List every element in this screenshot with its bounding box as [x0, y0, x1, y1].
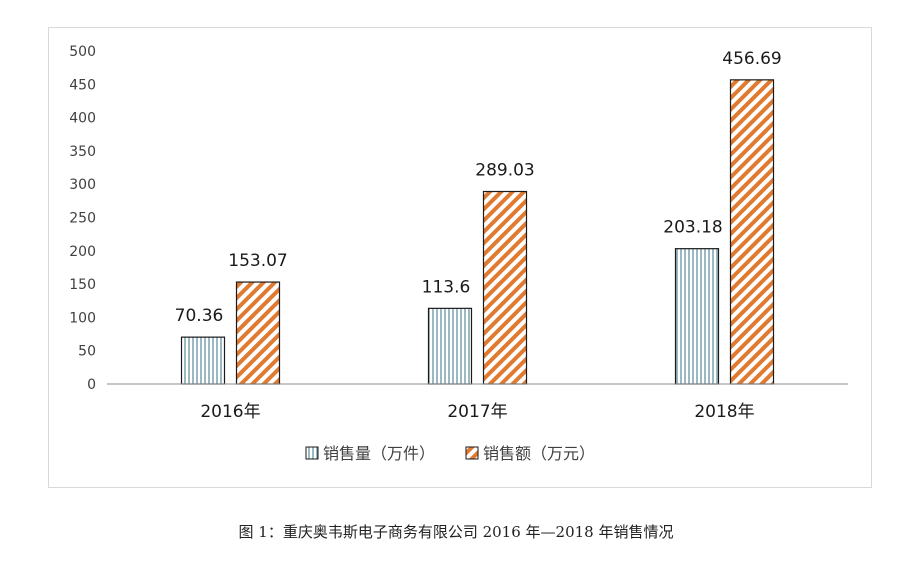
x-tick-label: 2016年: [200, 402, 260, 422]
legend: 销售量（万件） 销售额（万元）: [305, 444, 595, 463]
bar-series-1-2017年: [427, 307, 473, 385]
figure-caption: 图 1：重庆奥韦斯电子商务有限公司 2016 年—2018 年销售情况: [238, 523, 674, 541]
x-axis-labels: 2016年 2017年 2018年: [200, 402, 754, 422]
bar-series-1-2018年: [674, 248, 720, 385]
bar-series-2-2018年: [729, 79, 775, 385]
y-tick-label: 350: [69, 144, 96, 160]
data-label: 289.03: [475, 161, 534, 181]
x-tick-label: 2017年: [447, 402, 507, 422]
bars: [180, 79, 775, 385]
legend-swatch: [465, 446, 479, 460]
y-tick-label: 0: [87, 377, 96, 393]
legend-label: 销售额（万元）: [483, 444, 595, 463]
y-tick-label: 450: [69, 77, 96, 93]
y-axis-ticks: 0 50 100 150 200 250 300 350 400 450 500: [69, 44, 96, 393]
data-label: 456.69: [722, 49, 781, 69]
data-label: 70.36: [175, 306, 224, 326]
data-label: 153.07: [228, 251, 287, 271]
bar-chart: 0 50 100 150 200 250 300 350 400 450 500 70.36 153.…: [69, 44, 848, 463]
bar-series-2-2016年: [235, 281, 281, 385]
legend-label: 销售量（万件）: [323, 444, 435, 463]
y-tick-label: 500: [69, 44, 96, 60]
y-tick-label: 50: [78, 344, 96, 360]
y-tick-label: 200: [69, 244, 96, 260]
bar-series-2-2017年: [482, 190, 528, 385]
legend-swatch: [305, 446, 319, 460]
value-labels: 70.36 153.07 113.6 289.03 203.18 456.69: [175, 49, 782, 326]
data-label: 203.18: [663, 218, 722, 238]
y-tick-label: 150: [69, 277, 96, 293]
data-label: 113.6: [422, 277, 471, 297]
y-tick-label: 250: [69, 211, 96, 227]
x-tick-label: 2018年: [694, 402, 754, 422]
y-tick-label: 300: [69, 177, 96, 193]
y-tick-label: 100: [69, 310, 96, 326]
y-tick-label: 400: [69, 111, 96, 127]
bar-series-1-2016年: [180, 336, 226, 385]
